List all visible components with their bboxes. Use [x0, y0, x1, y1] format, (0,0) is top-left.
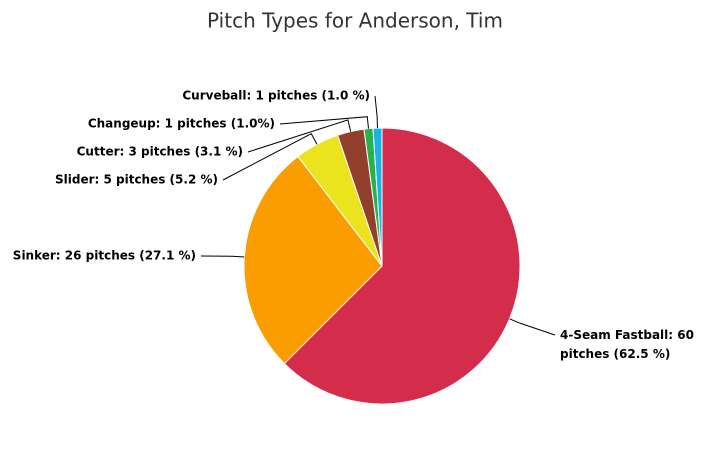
data-label: Slider: 5 pitches (5.2 %): [55, 173, 218, 187]
connector: [509, 318, 556, 336]
data-label: Curveball: 1 pitches (1.0 %): [182, 89, 370, 103]
data-label: Sinker: 26 pitches (27.1 %): [13, 249, 196, 263]
connector: [200, 255, 245, 258]
connector: [374, 95, 378, 129]
label-line: 4-Seam Fastball: 60: [560, 328, 694, 342]
data-label: 4-Seam Fastball: 60 pitches (62.5 %): [560, 328, 694, 361]
connector: [279, 116, 369, 129]
data-label: Changeup: 1 pitches (1.0%): [88, 117, 275, 131]
chart-title: Pitch Types for Anderson, Tim: [207, 9, 503, 33]
pie-slice: [283, 127, 521, 405]
connector: [247, 119, 352, 153]
data-label: Cutter: 3 pitches (3.1 %): [77, 145, 243, 159]
label-line: pitches (62.5 %): [560, 347, 670, 361]
connector: [222, 133, 318, 181]
